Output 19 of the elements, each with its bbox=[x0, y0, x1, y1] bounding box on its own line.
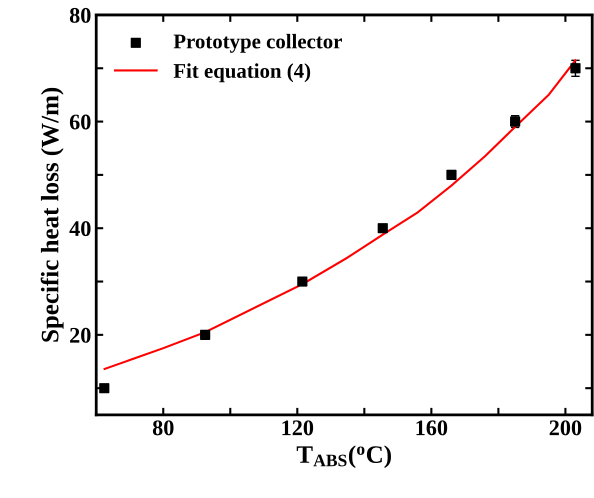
legend-label: Fit equation (4) bbox=[174, 63, 310, 82]
point bbox=[99, 383, 110, 394]
point bbox=[446, 170, 457, 180]
x-tick-label: 200 bbox=[550, 420, 582, 436]
y-tick-label: 40 bbox=[69, 221, 91, 236]
point bbox=[570, 63, 581, 74]
y-tick-label: 60 bbox=[70, 114, 91, 130]
legend-label: Prototype collector bbox=[174, 34, 342, 53]
y-axis-title: Specific heat loss (W/m) bbox=[40, 88, 64, 342]
x-tick-label: 120 bbox=[282, 420, 314, 436]
point bbox=[200, 330, 210, 340]
x-axis-title: T$_{ABS}$($^{o}$C) bbox=[296, 445, 391, 468]
y-tick-label: 20 bbox=[70, 328, 91, 343]
y-tick-label: 80 bbox=[70, 8, 91, 23]
x-tick-label: 160 bbox=[416, 420, 448, 436]
line-series bbox=[104, 59, 577, 370]
x-tick-label: 80 bbox=[152, 420, 174, 436]
point bbox=[297, 276, 308, 287]
point bbox=[378, 223, 388, 234]
